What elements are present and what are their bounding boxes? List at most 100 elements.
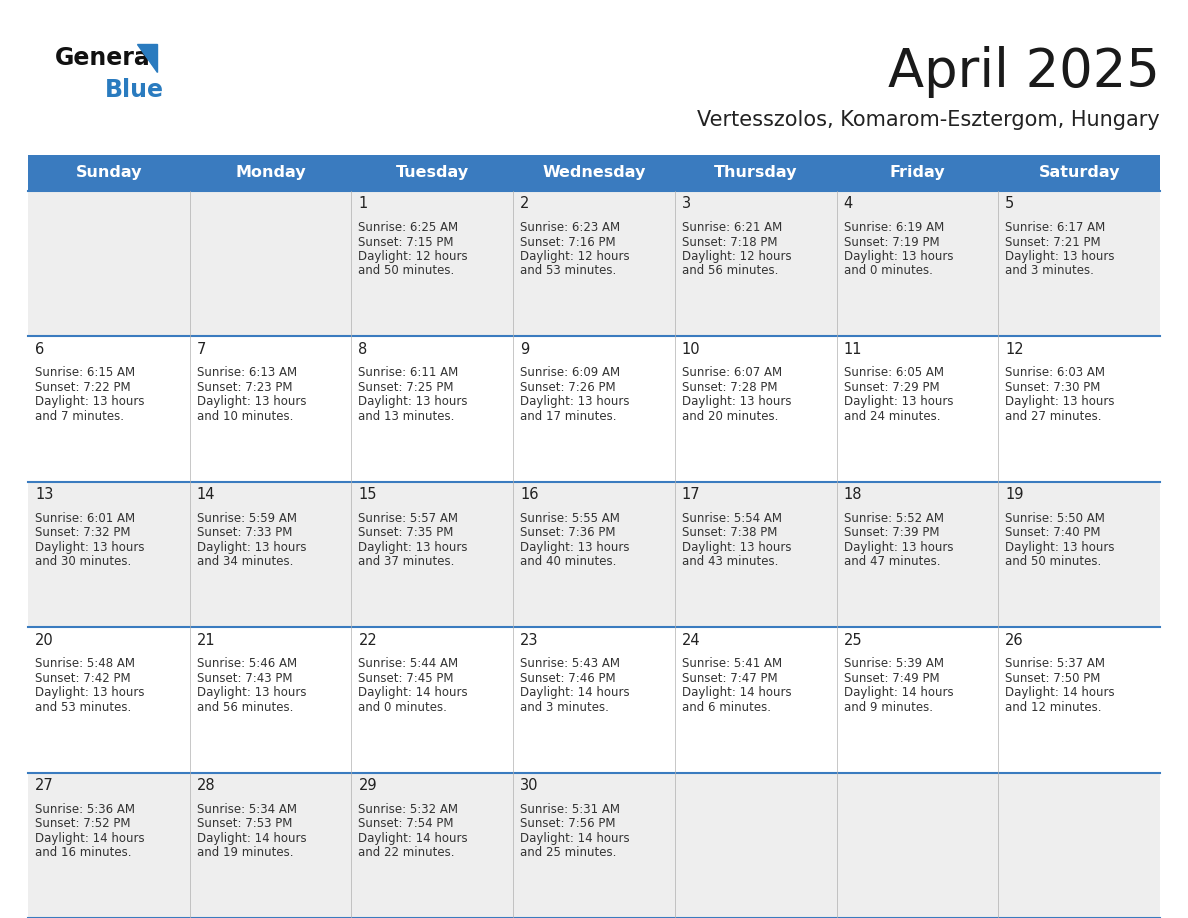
Text: and 50 minutes.: and 50 minutes. bbox=[1005, 555, 1101, 568]
Text: Daylight: 13 hours: Daylight: 13 hours bbox=[197, 396, 307, 409]
Bar bbox=[29, 773, 1159, 918]
Text: 12: 12 bbox=[1005, 341, 1024, 357]
Text: 19: 19 bbox=[1005, 487, 1024, 502]
Text: Sunrise: 5:54 AM: Sunrise: 5:54 AM bbox=[682, 512, 782, 525]
Text: and 30 minutes.: and 30 minutes. bbox=[34, 555, 131, 568]
Text: 16: 16 bbox=[520, 487, 538, 502]
Text: Daylight: 14 hours: Daylight: 14 hours bbox=[520, 686, 630, 700]
Text: Sunrise: 5:50 AM: Sunrise: 5:50 AM bbox=[1005, 512, 1105, 525]
Text: 4: 4 bbox=[843, 196, 853, 211]
Text: Sunset: 7:30 PM: Sunset: 7:30 PM bbox=[1005, 381, 1100, 394]
Text: 30: 30 bbox=[520, 778, 538, 793]
Text: Daylight: 13 hours: Daylight: 13 hours bbox=[34, 686, 145, 700]
Text: and 16 minutes.: and 16 minutes. bbox=[34, 846, 132, 859]
Text: and 3 minutes.: and 3 minutes. bbox=[520, 700, 609, 713]
Text: Sunset: 7:33 PM: Sunset: 7:33 PM bbox=[197, 526, 292, 539]
Text: and 0 minutes.: and 0 minutes. bbox=[843, 264, 933, 277]
Text: Blue: Blue bbox=[105, 78, 164, 102]
Text: Sunrise: 5:34 AM: Sunrise: 5:34 AM bbox=[197, 802, 297, 815]
Text: Sunset: 7:26 PM: Sunset: 7:26 PM bbox=[520, 381, 615, 394]
Text: Daylight: 14 hours: Daylight: 14 hours bbox=[520, 832, 630, 845]
Text: Sunrise: 6:03 AM: Sunrise: 6:03 AM bbox=[1005, 366, 1105, 379]
Text: Sunset: 7:50 PM: Sunset: 7:50 PM bbox=[1005, 672, 1100, 685]
Text: Daylight: 13 hours: Daylight: 13 hours bbox=[1005, 250, 1114, 263]
Text: Sunrise: 5:44 AM: Sunrise: 5:44 AM bbox=[359, 657, 459, 670]
Text: Sunset: 7:53 PM: Sunset: 7:53 PM bbox=[197, 817, 292, 830]
Text: Sunrise: 6:09 AM: Sunrise: 6:09 AM bbox=[520, 366, 620, 379]
Text: Sunrise: 6:17 AM: Sunrise: 6:17 AM bbox=[1005, 221, 1106, 234]
Text: Wednesday: Wednesday bbox=[542, 165, 646, 181]
Text: Sunrise: 5:36 AM: Sunrise: 5:36 AM bbox=[34, 802, 135, 815]
Text: and 53 minutes.: and 53 minutes. bbox=[520, 264, 617, 277]
Text: Sunset: 7:38 PM: Sunset: 7:38 PM bbox=[682, 526, 777, 539]
Text: Sunset: 7:35 PM: Sunset: 7:35 PM bbox=[359, 526, 454, 539]
Text: and 12 minutes.: and 12 minutes. bbox=[1005, 700, 1101, 713]
Text: and 56 minutes.: and 56 minutes. bbox=[682, 264, 778, 277]
Text: Monday: Monday bbox=[235, 165, 305, 181]
Text: Daylight: 14 hours: Daylight: 14 hours bbox=[359, 686, 468, 700]
Text: Sunrise: 5:39 AM: Sunrise: 5:39 AM bbox=[843, 657, 943, 670]
Text: Sunset: 7:52 PM: Sunset: 7:52 PM bbox=[34, 817, 131, 830]
Text: Daylight: 12 hours: Daylight: 12 hours bbox=[359, 250, 468, 263]
Text: and 34 minutes.: and 34 minutes. bbox=[197, 555, 293, 568]
Text: Sunrise: 6:21 AM: Sunrise: 6:21 AM bbox=[682, 221, 782, 234]
Text: and 0 minutes.: and 0 minutes. bbox=[359, 700, 448, 713]
Bar bbox=[29, 627, 1159, 773]
Text: Daylight: 12 hours: Daylight: 12 hours bbox=[682, 250, 791, 263]
Text: Sunday: Sunday bbox=[76, 165, 143, 181]
Text: 10: 10 bbox=[682, 341, 701, 357]
Text: 23: 23 bbox=[520, 633, 538, 648]
Text: Sunrise: 5:32 AM: Sunrise: 5:32 AM bbox=[359, 802, 459, 815]
Text: and 9 minutes.: and 9 minutes. bbox=[843, 700, 933, 713]
Text: and 7 minutes.: and 7 minutes. bbox=[34, 410, 124, 423]
Text: and 27 minutes.: and 27 minutes. bbox=[1005, 410, 1101, 423]
Text: Daylight: 13 hours: Daylight: 13 hours bbox=[843, 396, 953, 409]
Text: Sunset: 7:15 PM: Sunset: 7:15 PM bbox=[359, 236, 454, 249]
Text: 7: 7 bbox=[197, 341, 206, 357]
Text: 21: 21 bbox=[197, 633, 215, 648]
Text: Daylight: 13 hours: Daylight: 13 hours bbox=[843, 541, 953, 554]
Text: and 17 minutes.: and 17 minutes. bbox=[520, 410, 617, 423]
Text: Daylight: 13 hours: Daylight: 13 hours bbox=[359, 396, 468, 409]
Text: Vertesszolos, Komarom-Esztergom, Hungary: Vertesszolos, Komarom-Esztergom, Hungary bbox=[697, 110, 1159, 130]
Text: Daylight: 14 hours: Daylight: 14 hours bbox=[359, 832, 468, 845]
Text: Daylight: 13 hours: Daylight: 13 hours bbox=[359, 541, 468, 554]
Text: Sunrise: 6:01 AM: Sunrise: 6:01 AM bbox=[34, 512, 135, 525]
Text: General: General bbox=[55, 46, 159, 70]
Text: Sunset: 7:49 PM: Sunset: 7:49 PM bbox=[843, 672, 940, 685]
Text: Sunrise: 6:25 AM: Sunrise: 6:25 AM bbox=[359, 221, 459, 234]
Text: Daylight: 13 hours: Daylight: 13 hours bbox=[1005, 396, 1114, 409]
Text: and 19 minutes.: and 19 minutes. bbox=[197, 846, 293, 859]
Text: Sunset: 7:28 PM: Sunset: 7:28 PM bbox=[682, 381, 777, 394]
Text: 25: 25 bbox=[843, 633, 862, 648]
Text: Sunset: 7:32 PM: Sunset: 7:32 PM bbox=[34, 526, 131, 539]
Text: 3: 3 bbox=[682, 196, 691, 211]
Text: 6: 6 bbox=[34, 341, 44, 357]
Text: and 6 minutes.: and 6 minutes. bbox=[682, 700, 771, 713]
Text: and 43 minutes.: and 43 minutes. bbox=[682, 555, 778, 568]
Text: Sunset: 7:39 PM: Sunset: 7:39 PM bbox=[843, 526, 939, 539]
Text: Sunrise: 5:59 AM: Sunrise: 5:59 AM bbox=[197, 512, 297, 525]
Text: 2: 2 bbox=[520, 196, 530, 211]
Text: Sunset: 7:19 PM: Sunset: 7:19 PM bbox=[843, 236, 940, 249]
Text: Sunset: 7:42 PM: Sunset: 7:42 PM bbox=[34, 672, 131, 685]
Text: Daylight: 14 hours: Daylight: 14 hours bbox=[843, 686, 953, 700]
Text: 24: 24 bbox=[682, 633, 701, 648]
Text: Sunrise: 5:48 AM: Sunrise: 5:48 AM bbox=[34, 657, 135, 670]
Text: Sunset: 7:47 PM: Sunset: 7:47 PM bbox=[682, 672, 777, 685]
Text: and 40 minutes.: and 40 minutes. bbox=[520, 555, 617, 568]
Text: 5: 5 bbox=[1005, 196, 1015, 211]
Text: 29: 29 bbox=[359, 778, 377, 793]
Text: and 13 minutes.: and 13 minutes. bbox=[359, 410, 455, 423]
Bar bbox=[29, 155, 1159, 191]
Text: Sunrise: 5:41 AM: Sunrise: 5:41 AM bbox=[682, 657, 782, 670]
Text: and 20 minutes.: and 20 minutes. bbox=[682, 410, 778, 423]
Text: Sunset: 7:29 PM: Sunset: 7:29 PM bbox=[843, 381, 940, 394]
Text: Sunset: 7:25 PM: Sunset: 7:25 PM bbox=[359, 381, 454, 394]
Text: Sunset: 7:46 PM: Sunset: 7:46 PM bbox=[520, 672, 615, 685]
Text: Sunset: 7:21 PM: Sunset: 7:21 PM bbox=[1005, 236, 1101, 249]
Text: Sunrise: 6:07 AM: Sunrise: 6:07 AM bbox=[682, 366, 782, 379]
Text: Daylight: 13 hours: Daylight: 13 hours bbox=[197, 541, 307, 554]
Text: Sunrise: 5:46 AM: Sunrise: 5:46 AM bbox=[197, 657, 297, 670]
Text: Sunset: 7:54 PM: Sunset: 7:54 PM bbox=[359, 817, 454, 830]
